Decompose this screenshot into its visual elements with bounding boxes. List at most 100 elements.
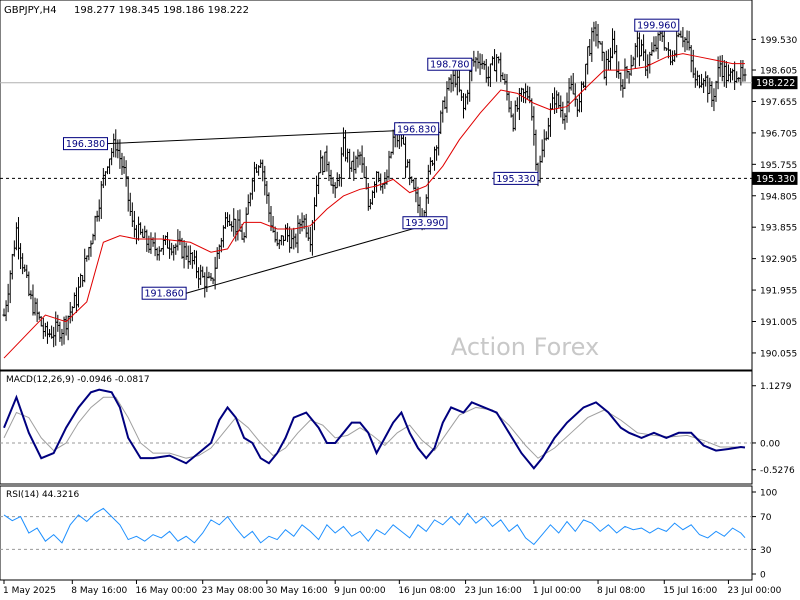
price-bar xyxy=(509,100,513,118)
price-bar xyxy=(495,54,499,82)
moving-average-line xyxy=(3,53,745,359)
price-bar xyxy=(681,27,685,48)
level-annotation: 193.990 xyxy=(402,216,448,230)
price-bar xyxy=(126,176,130,212)
price-bar xyxy=(633,43,637,69)
price-bar xyxy=(606,49,610,70)
price-bar xyxy=(590,27,594,62)
price-bar xyxy=(145,229,149,252)
price-bar xyxy=(74,287,78,313)
price-bar xyxy=(4,300,8,322)
time-tick-label: 16 Jun 08:00 xyxy=(398,586,455,596)
price-bar xyxy=(319,150,323,174)
price-bar xyxy=(108,158,112,175)
price-bar xyxy=(513,100,517,131)
rsi-line xyxy=(3,507,746,546)
price-bar xyxy=(170,242,174,256)
price-bar xyxy=(41,317,45,340)
price-bar xyxy=(368,198,372,210)
price-bar xyxy=(685,30,689,51)
price-panel-frame xyxy=(0,0,753,371)
price-bar xyxy=(120,152,124,175)
price-bar xyxy=(615,44,619,78)
price-bar xyxy=(348,148,352,179)
price-bar xyxy=(532,106,536,146)
price-bar xyxy=(194,250,198,279)
price-bar xyxy=(132,210,136,238)
price-bar xyxy=(211,277,215,285)
price-bar xyxy=(43,322,47,337)
price-bar xyxy=(677,32,681,38)
price-bar xyxy=(118,139,122,169)
price-bar xyxy=(33,297,37,316)
price-bar xyxy=(8,270,12,304)
price-bar xyxy=(308,226,312,252)
price-bar xyxy=(551,93,555,110)
time-tick-label: 16 May 00:00 xyxy=(135,586,197,596)
level-annotation: 196.380 xyxy=(62,137,108,151)
price-bar xyxy=(197,267,201,289)
price-bar xyxy=(153,232,157,257)
price-bar xyxy=(524,83,528,104)
axis-price-badge: 198.222 xyxy=(752,76,798,90)
price-bar xyxy=(232,208,236,237)
level-annotation-label: 193.990 xyxy=(405,218,444,229)
price-bar xyxy=(673,50,677,62)
price-bar xyxy=(315,175,319,207)
price-bar xyxy=(155,247,159,261)
macd-line xyxy=(3,388,746,470)
level-annotation-label: 191.860 xyxy=(144,289,183,300)
price-bar xyxy=(488,63,492,87)
macd-title: MACD(12,26,9) -0.0946 -0.0817 xyxy=(6,375,150,385)
price-bar xyxy=(14,222,18,251)
price-bar xyxy=(27,271,31,297)
price-bar xyxy=(203,272,207,298)
price-bar xyxy=(563,113,567,130)
price-bar xyxy=(642,34,646,61)
price-bar xyxy=(635,31,639,58)
price-bar xyxy=(668,49,672,66)
price-bar xyxy=(619,72,623,91)
price-bar xyxy=(637,32,641,67)
price-bar xyxy=(712,88,716,112)
price-bar xyxy=(596,23,600,49)
level-annotation: 196.830 xyxy=(394,122,440,135)
price-bar xyxy=(137,216,141,241)
level-annotation: 195.330 xyxy=(493,171,539,185)
axis-price-badge-box xyxy=(752,171,798,185)
price-tick-label: 190.055 xyxy=(760,349,797,359)
price-bar xyxy=(480,54,484,70)
level-annotation-label: 199.960 xyxy=(637,21,676,32)
price-bar xyxy=(128,192,132,217)
price-bar xyxy=(312,197,316,231)
price-bar xyxy=(93,215,97,241)
price-bar xyxy=(83,248,87,283)
price-bar xyxy=(310,220,314,256)
price-bar xyxy=(116,139,120,159)
price-bar xyxy=(25,264,29,279)
price-bar xyxy=(228,214,232,226)
price-tick-label: 194.805 xyxy=(760,192,797,202)
price-bar xyxy=(571,73,575,95)
price-bar xyxy=(644,49,648,76)
price-bar xyxy=(735,71,739,83)
price-bar xyxy=(110,147,114,166)
price-bar xyxy=(60,328,64,346)
macd-panel-frame xyxy=(0,370,753,485)
price-bar xyxy=(459,89,463,101)
watermark-text: Action Forex xyxy=(451,333,599,361)
price-bar xyxy=(577,94,581,113)
price-tick-label: 192.905 xyxy=(760,255,797,265)
price-bar xyxy=(321,155,325,176)
price-bar xyxy=(544,131,548,141)
price-bar xyxy=(252,161,256,192)
price-bar xyxy=(565,92,569,123)
price-bar xyxy=(743,68,747,82)
price-bar xyxy=(718,55,722,77)
price-bar xyxy=(430,159,434,166)
price-bar xyxy=(166,232,170,249)
price-bar xyxy=(654,36,658,52)
price-bar xyxy=(77,277,81,308)
price-bar xyxy=(64,315,68,336)
price-bar xyxy=(294,233,298,248)
